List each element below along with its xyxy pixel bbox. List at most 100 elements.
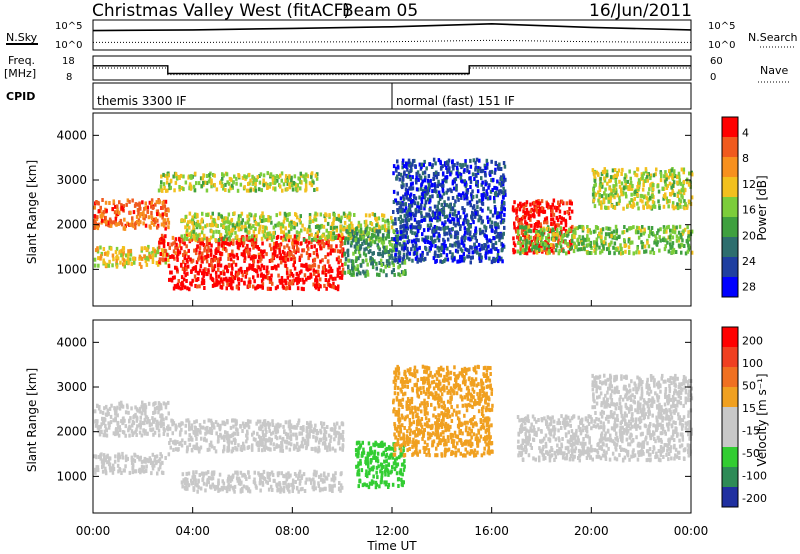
power-cell-3099 [478, 227, 482, 232]
power-cell-2437 [411, 175, 414, 180]
power-cell-3738 [578, 234, 581, 239]
velocity-cell-89 [99, 424, 102, 429]
power-cell-1099 [307, 267, 311, 271]
power-cell-57 [96, 200, 100, 205]
power-cell-2481 [406, 255, 409, 260]
power-cell-3486 [533, 223, 537, 227]
power-cell-782 [217, 274, 221, 279]
power-cell-2120 [361, 241, 364, 246]
power-cell-1683 [254, 185, 257, 190]
power-cell-165 [139, 206, 142, 211]
power-cell-635 [165, 252, 169, 257]
power-cell-4239 [661, 186, 665, 191]
power-cell-333 [341, 253, 344, 258]
power-colorbar-tick-3: 16 [742, 204, 756, 217]
power-cell-1384 [255, 234, 258, 239]
power-cell-3056 [441, 180, 444, 185]
power-cell-2940 [415, 237, 418, 242]
power-cell-3320 [556, 218, 560, 223]
power-cell-654 [302, 248, 306, 253]
power-cell-3700 [582, 226, 585, 231]
velocity-cell-356 [125, 454, 128, 459]
power-cell-3982 [623, 176, 626, 181]
power-cell-2790 [434, 238, 437, 243]
power-cell-2719 [444, 175, 447, 180]
power-cell-1205 [233, 211, 236, 216]
power-cell-3853 [613, 251, 616, 256]
power-cell-1479 [226, 216, 229, 221]
power-cell-3359 [513, 243, 517, 248]
power-cell-2093 [404, 269, 407, 274]
power-cell-2406 [466, 254, 469, 259]
velocity-cell-188 [106, 412, 110, 417]
power-cell-739 [250, 241, 254, 246]
power-cell-3843 [592, 229, 596, 234]
power-cell-4157 [593, 171, 596, 175]
power-cell-3209 [417, 229, 420, 233]
velocity-cell-499 [230, 440, 234, 445]
power-cell-1652 [246, 220, 250, 225]
power-cell-3090 [467, 236, 470, 241]
power-cell-3818 [577, 241, 581, 246]
freq-series [93, 65, 691, 76]
power-cell-3956 [597, 198, 600, 203]
power-cell-1439 [382, 213, 386, 218]
power-cell-722 [283, 251, 286, 256]
power-cell-1833 [316, 172, 319, 177]
power-cell-233 [129, 257, 132, 262]
power-cell-1722 [162, 182, 166, 187]
power-cell-3308 [558, 209, 562, 214]
power-cell-1750 [205, 181, 209, 185]
power-cell-2470 [421, 189, 425, 194]
power-cell-2590 [483, 224, 486, 229]
power-cell-1204 [270, 220, 273, 225]
power-cell-280 [107, 250, 110, 255]
power-cell-1541 [186, 220, 190, 225]
power-cell-2743 [437, 215, 440, 220]
power-cell-2720 [501, 179, 504, 184]
power-cell-796 [316, 278, 319, 283]
velocity-cell-587 [196, 428, 200, 432]
power-cell-3669 [638, 250, 641, 255]
power-cell-2957 [474, 235, 477, 240]
power-cell-58 [125, 202, 128, 207]
power-cell-4056 [616, 193, 619, 198]
power-cell-4258 [652, 187, 655, 192]
power-cell-3393 [535, 222, 538, 226]
power-cell-2483 [478, 158, 481, 163]
velocity-cell-73 [119, 428, 122, 433]
power-cell-4272 [592, 187, 595, 192]
power-cell-3139 [475, 200, 479, 205]
power-cell-1310 [297, 233, 301, 238]
power-cell-3392 [517, 225, 520, 230]
power-cell-3950 [618, 195, 621, 200]
power-cell-2527 [396, 230, 399, 235]
power-cell-3501 [641, 225, 644, 229]
power-cell-1319 [227, 231, 231, 236]
power-cell-4234 [669, 172, 672, 176]
power-cell-1200 [318, 236, 322, 240]
power-cell-4111 [629, 183, 632, 188]
power-cell-2651 [432, 256, 436, 261]
power-cell-831 [177, 285, 181, 290]
power-cell-807 [276, 284, 279, 289]
power-cell-507 [252, 245, 255, 250]
power-cell-963 [191, 278, 194, 283]
power-cell-222 [123, 264, 126, 269]
power-cell-1090 [302, 287, 305, 292]
power-cell-19 [135, 220, 139, 224]
power-cell-2235 [456, 171, 460, 176]
power-cell-266 [106, 252, 109, 257]
power-cell-3160 [502, 186, 505, 191]
power-cell-0 [137, 218, 141, 223]
power-cell-127 [156, 212, 159, 217]
power-cell-2710 [406, 240, 409, 245]
power-cell-1586 [225, 225, 228, 230]
power-cell-182 [118, 210, 121, 215]
power-cell-1702 [280, 171, 284, 176]
power-cell-2771 [399, 196, 403, 201]
power-cell-4019 [644, 201, 648, 206]
power-cell-421 [227, 257, 230, 261]
velocity-cell-222 [153, 419, 156, 424]
power-cell-447 [313, 244, 316, 249]
